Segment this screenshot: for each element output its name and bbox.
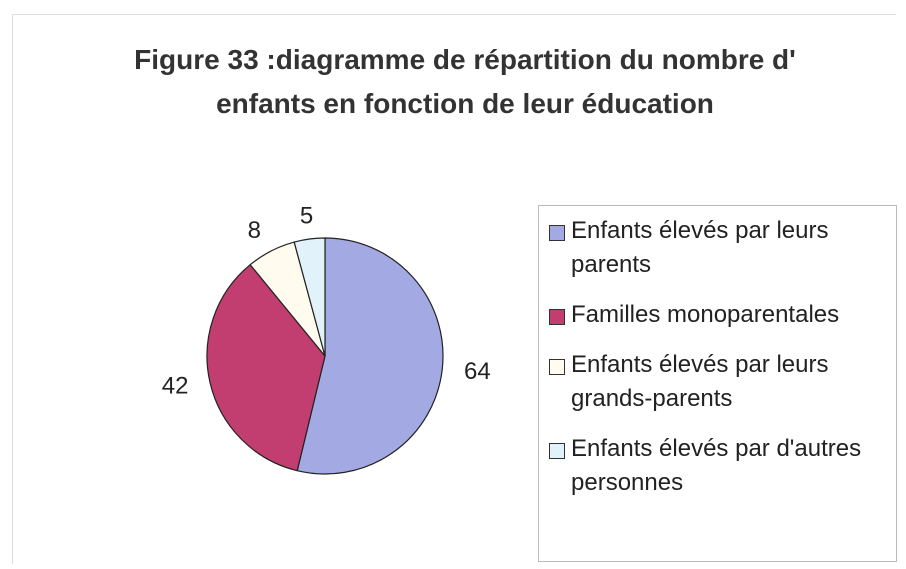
legend-label: Enfants élevés par leurs grands-parents [571, 351, 829, 412]
pie-chart: 64 42 8 5 [162, 203, 491, 475]
legend-label: Familles monoparentales [571, 301, 840, 328]
pie-slice [296, 237, 444, 475]
legend-item: Familles monoparentales [549, 298, 890, 332]
legend-swatch [549, 443, 565, 459]
legend-item: Enfants élevés par d'autres personnes [549, 432, 890, 500]
legend-label: Enfants élevés par leurs parents [571, 217, 829, 278]
legend-item: Enfants élevés par leurs grands-parents [549, 348, 890, 416]
legend-swatch [549, 225, 565, 241]
legend-swatch [549, 359, 565, 375]
legend-label: Enfants élevés par d'autres personnes [571, 435, 862, 496]
legend-item: Enfants élevés par leurs parents [549, 214, 890, 282]
data-label: 42 [162, 372, 189, 399]
pie-slice [206, 263, 326, 472]
legend-swatch [549, 309, 565, 325]
chart-title: Figure 33 :diagramme de répartition du n… [134, 44, 796, 119]
data-label: 8 [248, 217, 261, 244]
data-label: 5 [300, 203, 313, 230]
legend: Enfants élevés par leurs parents Familles… [538, 205, 897, 562]
data-label: 64 [464, 358, 491, 385]
chart-frame [12, 14, 896, 564]
pie-slice [293, 237, 326, 357]
